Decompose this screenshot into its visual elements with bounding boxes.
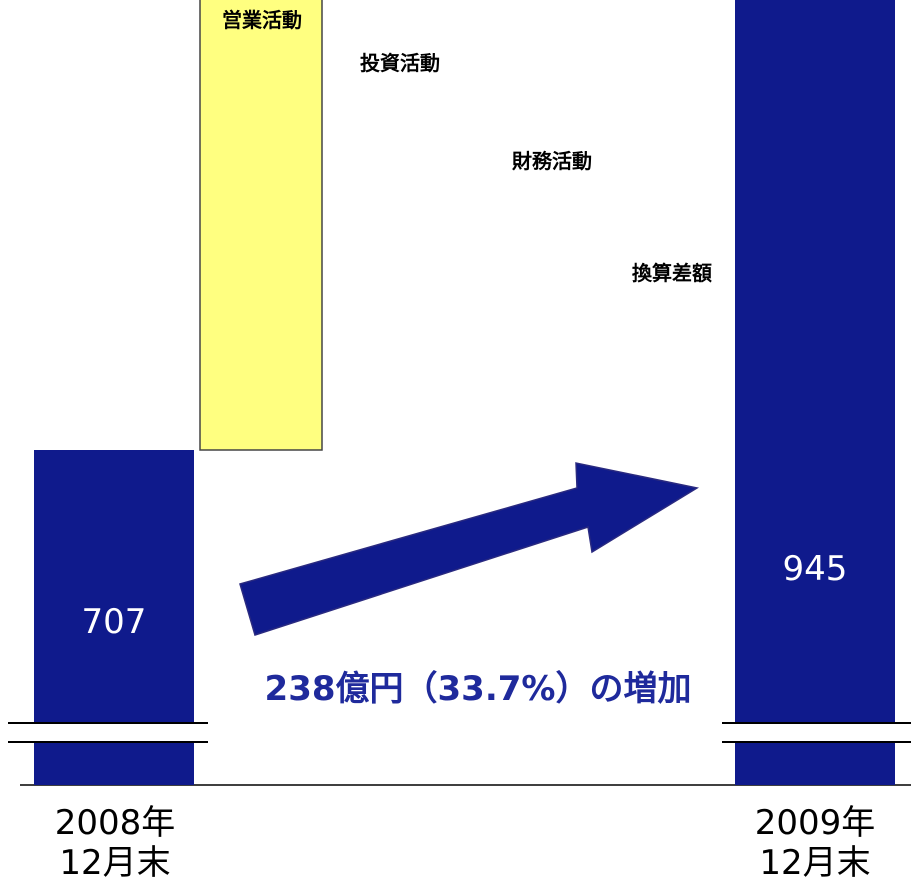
step-2-name-label: 投資活動 xyxy=(360,51,440,75)
bar-2009 xyxy=(735,0,895,785)
bar-2009-value-label: 945 xyxy=(783,549,848,589)
step-4-name-label: 換算差額 xyxy=(632,261,712,285)
step-3-name-label: 財務活動 xyxy=(512,149,592,173)
category-label-2009-month: 12月末 xyxy=(759,843,871,883)
category-label-2009-year: 2009年 xyxy=(754,803,876,843)
bar-2008-value-label: 707 xyxy=(82,602,147,642)
step-1-arrow xyxy=(199,0,323,451)
axis-break-right-gap xyxy=(722,723,911,742)
axis-break-left-gap xyxy=(8,723,208,742)
category-label-2008-year: 2008年 xyxy=(54,803,176,843)
category-label-2009: 2009年 12月末 xyxy=(730,803,900,883)
category-label-2008: 2008年 12月末 xyxy=(30,803,200,883)
increase-arrow xyxy=(239,462,700,636)
category-label-2008-month: 12月末 xyxy=(59,843,171,883)
step-1-name-label: 営業活動 xyxy=(222,8,302,32)
increase-annotation: 238億円（33.7%）の増加 xyxy=(265,669,692,709)
